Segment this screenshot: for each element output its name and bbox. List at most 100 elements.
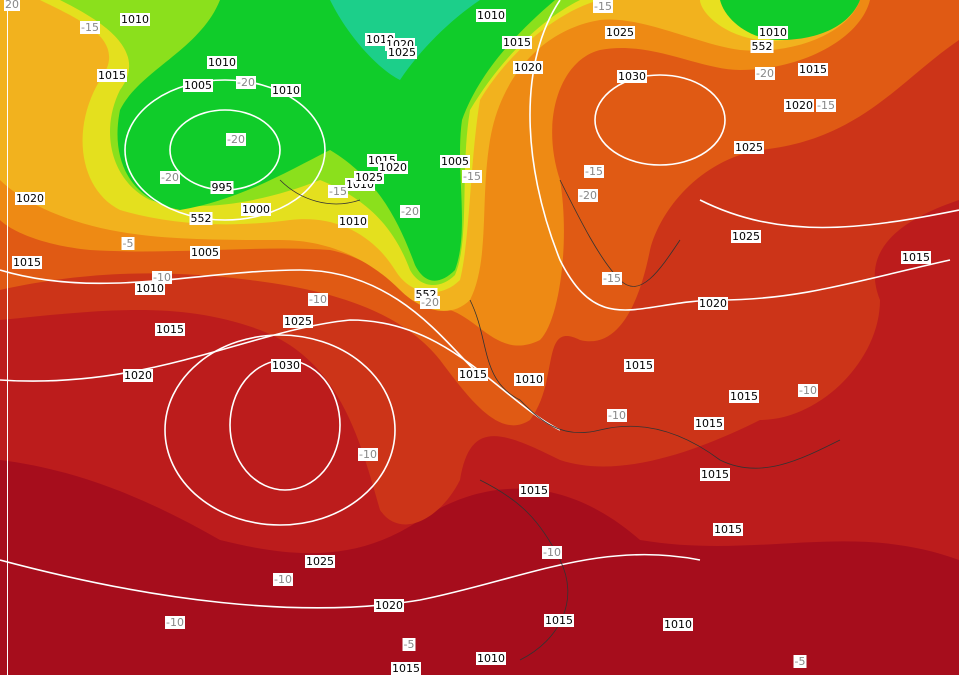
map-border (7, 0, 8, 675)
pressure-label-box (476, 652, 506, 665)
temperature-label-box (308, 293, 328, 306)
temperature-label-box (226, 133, 246, 146)
pressure-label-box (120, 13, 150, 26)
temperature-label-box (607, 409, 627, 422)
temperature-label: -20 (237, 76, 255, 89)
pressure-label: 1010 (477, 652, 505, 665)
pressure-label: 552 (191, 212, 212, 225)
pressure-label-box (544, 614, 574, 627)
temperature-label: -20 (401, 205, 419, 218)
pressure-label: 1010 (136, 282, 164, 295)
pressure-label-box (271, 84, 301, 97)
temperature-label: -15 (817, 99, 835, 112)
temperature-label-box (793, 655, 807, 668)
pressure-label: 1000 (242, 203, 270, 216)
pressure-label-box (12, 256, 42, 269)
pressure-label: 1025 (735, 141, 763, 154)
pressure-label: 1005 (191, 246, 219, 259)
pressure-label-box (97, 69, 127, 82)
temperature-label-box (400, 205, 420, 218)
pressure-label: 1020 (16, 192, 44, 205)
pressure-label-box (605, 26, 635, 39)
pressure-label: 1010 (664, 618, 692, 631)
isobars (0, 0, 959, 609)
temperature-label-box (462, 170, 482, 183)
pressure-label-box (305, 555, 335, 568)
pressure-label: 1025 (732, 230, 760, 243)
temperature-label: -10 (799, 384, 817, 397)
temperature-label: -15 (594, 0, 612, 13)
pressure-label: 1010 (759, 26, 787, 39)
pressure-label: 1025 (388, 46, 416, 59)
temperature-label: -10 (166, 616, 184, 629)
pressure-label-box (901, 251, 931, 264)
pressure-label: 1025 (306, 555, 334, 568)
pressure-label: 1015 (392, 662, 420, 675)
coastlines (279, 179, 841, 661)
pressure-label-box (758, 26, 788, 39)
pressure-label: 1015 (625, 359, 653, 372)
pressure-label: 1020 (699, 297, 727, 310)
pressure-label: 1010 (208, 56, 236, 69)
temperature-label-box (593, 0, 613, 13)
temperature-label-box (816, 99, 836, 112)
pressure-label-box (624, 359, 654, 372)
pressure-label-box (135, 282, 165, 295)
pressure-label: 1010 (121, 13, 149, 26)
pressure-label-box (729, 390, 759, 403)
pressure-label-box (734, 141, 764, 154)
pressure-label-box (698, 297, 728, 310)
temperature-label-box (165, 616, 185, 629)
pressure-label-box (440, 155, 470, 168)
temperature-label-box (80, 21, 100, 34)
pressure-label: 1015 (503, 36, 531, 49)
pressure-label-box (502, 36, 532, 49)
temperature-label-box (578, 189, 598, 202)
pressure-label-box (378, 161, 408, 174)
pressure-label: 1030 (618, 70, 646, 83)
pressure-label-box (476, 9, 506, 22)
pressure-label: 1020 (124, 369, 152, 382)
pressure-label: 1010 (272, 84, 300, 97)
pressure-label: 1015 (98, 69, 126, 82)
pressure-label: 1005 (184, 79, 212, 92)
temperature-label: -15 (329, 185, 347, 198)
temperature-label: -10 (309, 293, 327, 306)
pressure-label-box (283, 315, 313, 328)
pressure-label-box (700, 468, 730, 481)
temperature-label: -10 (153, 271, 171, 284)
pressure-label: 1015 (695, 417, 723, 430)
temperature-label: -20 (756, 67, 774, 80)
temperature-label: -20 (161, 171, 179, 184)
pressure-label-box (694, 417, 724, 430)
pressure-label-box (123, 369, 153, 382)
pressure-label-box (15, 192, 45, 205)
pressure-label-box (155, 323, 185, 336)
pressure-label: 1015 (520, 484, 548, 497)
temperature-label: 20 (5, 0, 19, 11)
pressure-label-box (210, 181, 234, 194)
temperature-label-box (4, 0, 20, 11)
temperature-label-box (328, 185, 348, 198)
pressure-label: 1020 (375, 599, 403, 612)
temperature-label: -5 (404, 638, 415, 651)
pressure-label: 1015 (902, 251, 930, 264)
temperature-label: -10 (543, 546, 561, 559)
temperature-label: -15 (585, 165, 603, 178)
pressure-label-box (798, 63, 828, 76)
temperature-label-box (236, 76, 256, 89)
temperature-label-box (798, 384, 818, 397)
pressure-label: 1015 (156, 323, 184, 336)
temperature-label-box (273, 573, 293, 586)
temperature-label-box (584, 165, 604, 178)
pressure-label-box (241, 203, 271, 216)
pressure-label-box (207, 56, 237, 69)
pressure-label: 1010 (515, 373, 543, 386)
temperature-label: -10 (608, 409, 626, 422)
pressure-label-box (183, 79, 213, 92)
temperature-label-box (420, 296, 440, 309)
temperature-label-box (152, 271, 172, 284)
temperature-label-box (542, 546, 562, 559)
